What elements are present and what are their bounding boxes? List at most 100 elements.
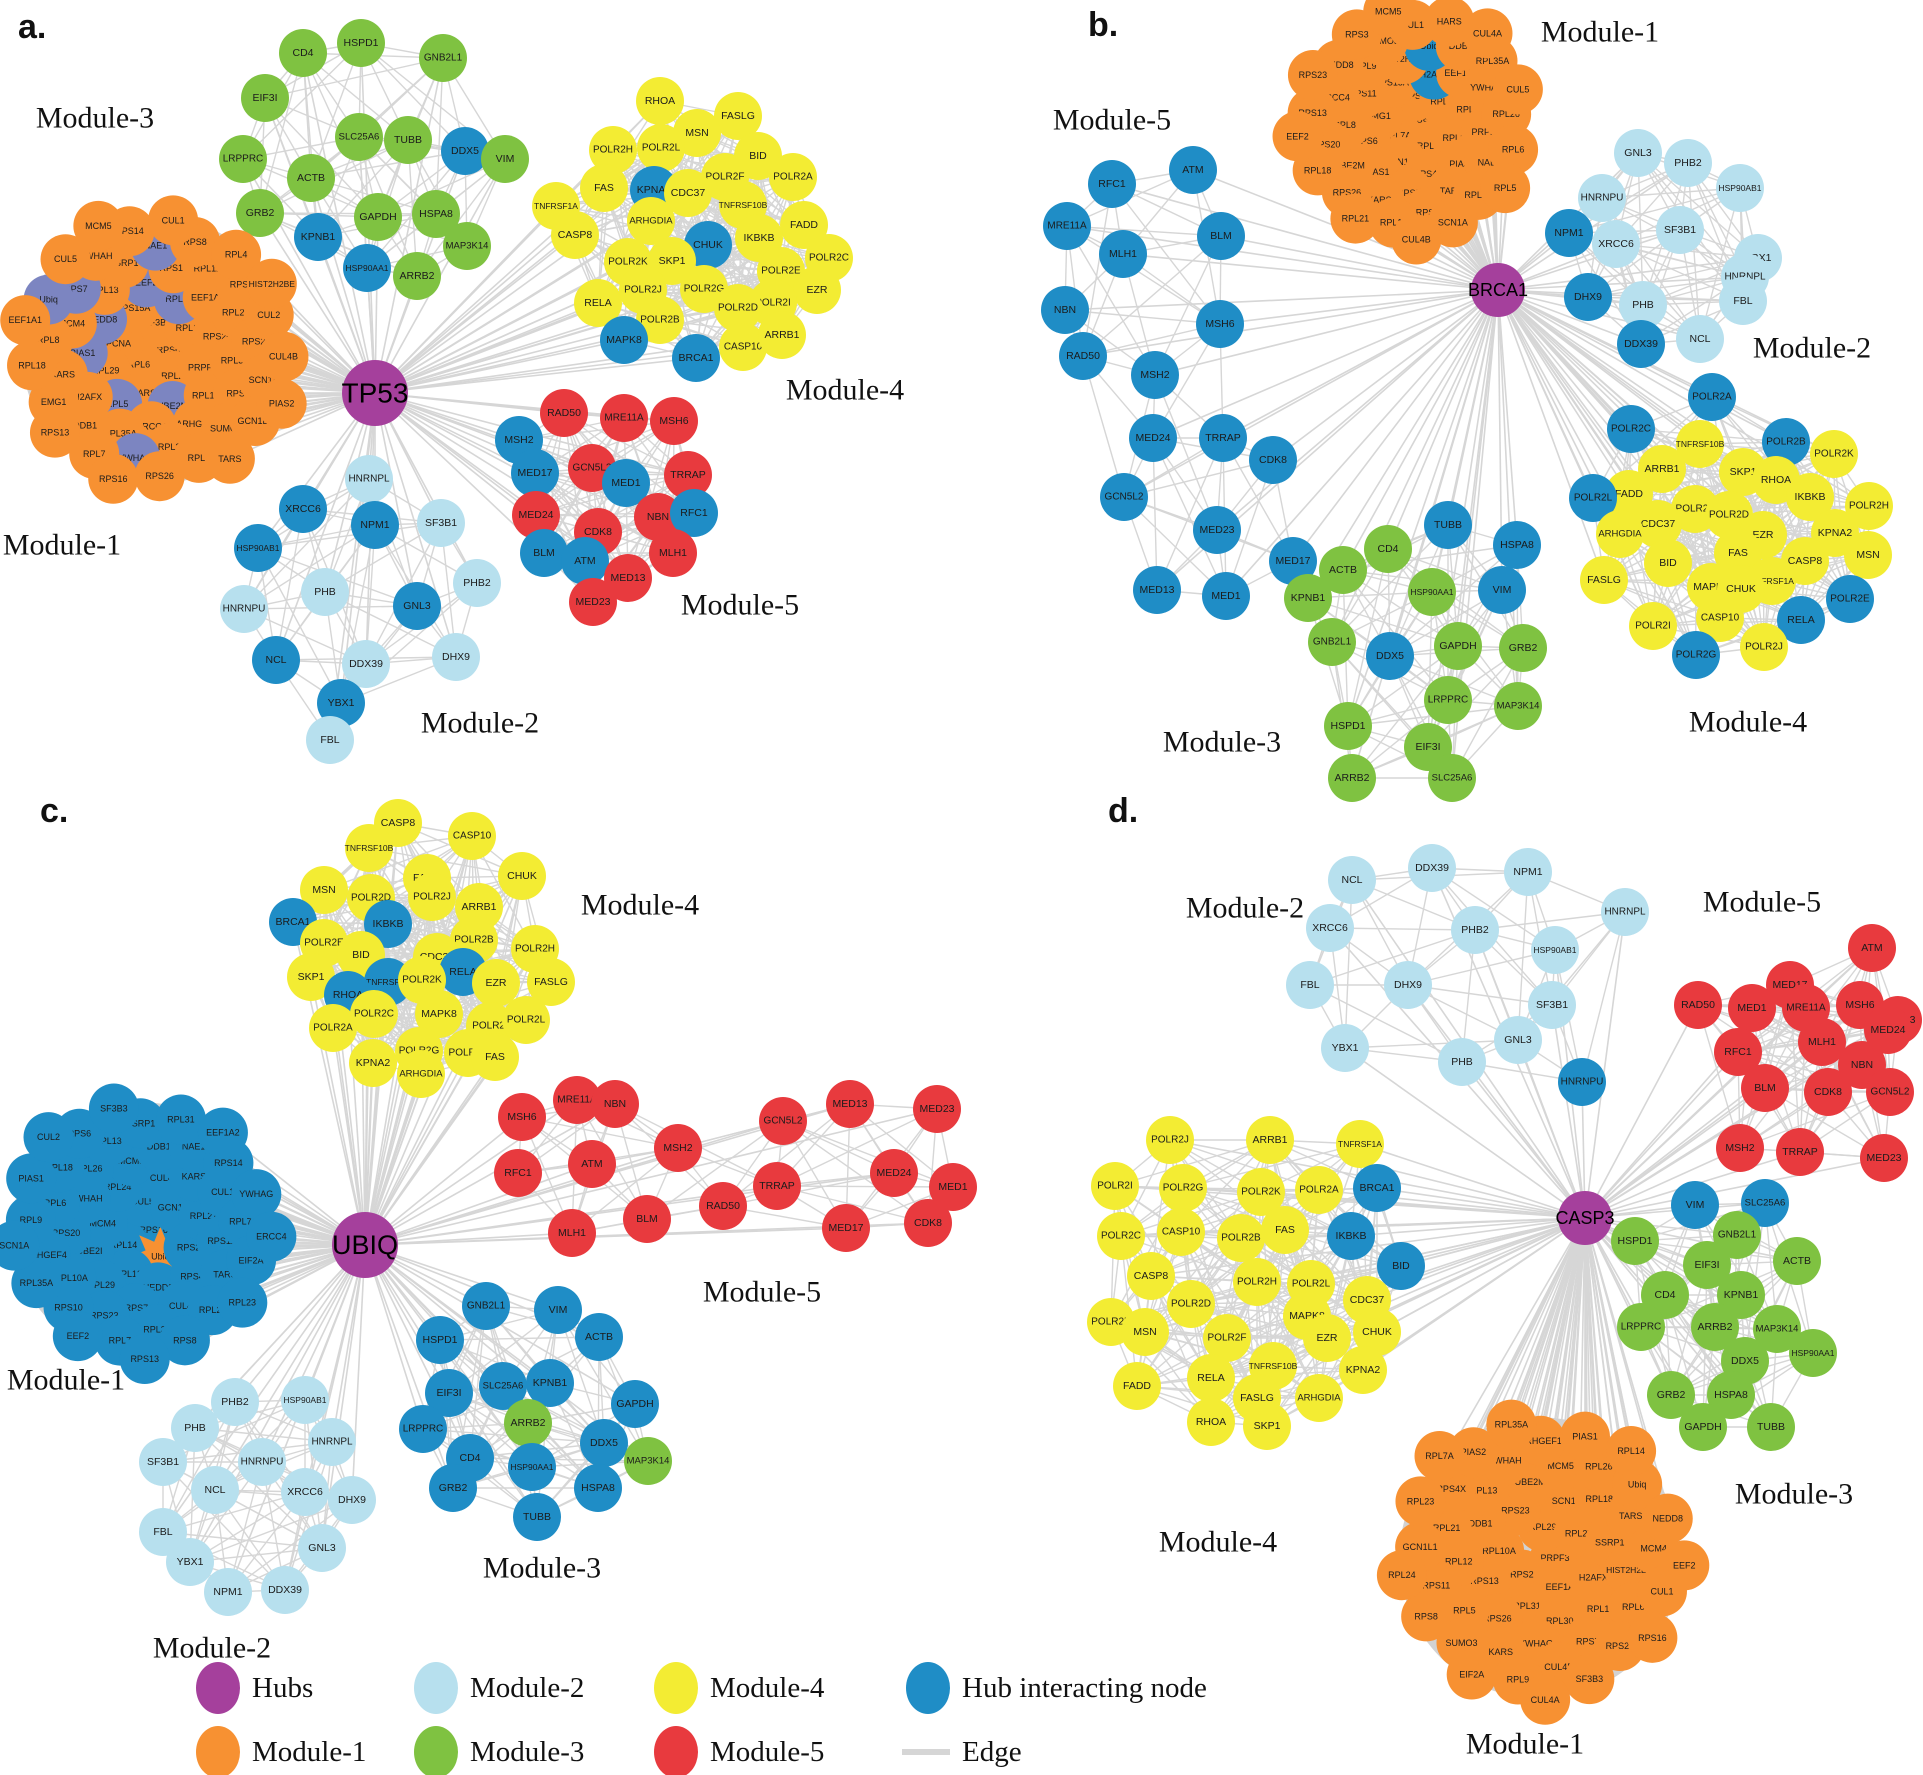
node-TUBB: TUBB [1424,501,1472,549]
node-ARRB2: ARRB2 [1328,754,1376,802]
node-circle [1327,1212,1375,1260]
node-circle [508,1443,556,1491]
node-label: RPS4X [180,1271,210,1281]
node-circle [512,491,560,539]
node-label: POLR2G [684,284,725,295]
node-label: HNRNPU [1561,1077,1604,1088]
node-CASP10: CASP10 [719,323,767,371]
node-CD4: CD4 [1364,525,1412,573]
node-label: EZR [1753,529,1774,541]
node-KPNA2: KPNA2 [349,1039,397,1087]
node-label: POLR2D [718,303,758,314]
node-label: TARS [1440,186,1463,196]
node-label: IKBKB [744,232,775,244]
node-label: HNRNPU [223,604,266,615]
node-circle [1714,1028,1762,1076]
node-label: POLR2E [1830,594,1870,605]
node-POLR2C: POLR2C [1607,405,1655,453]
node-label: RPL14 [110,1240,138,1250]
node-label: BID [1392,1260,1410,1272]
node-circle [1339,1346,1387,1394]
node-label: TNFRSF10B [345,843,394,853]
node-label: SUMO3 [1445,1638,1477,1648]
node-RPL6: RPL6 [1488,124,1539,175]
panel-b: RFC1 ATM MRE11A MLH1 BLM NBN MSH6 RAD50 MSH2 MED2… [1041,0,1893,802]
node-label: TNFRSF10B [1249,1361,1298,1371]
node-label: MCM5 [85,221,112,231]
node-RPL35A: RPL35A [1486,1399,1537,1450]
node-label: MED24 [518,509,553,521]
node-label: MRE11A [557,1095,597,1106]
node-label: MSH6 [1205,318,1234,330]
node-circle [1494,682,1542,730]
node-MED1: MED1 [602,459,650,507]
node-label: RPS6 [157,345,181,355]
node-BLM: BLM [1741,1064,1789,1112]
node-YWHAG: YWHAG [231,1169,282,1220]
node-label: MAP3K14 [627,1456,670,1467]
node-label: RPL23 [229,1298,257,1308]
node-label: PIAS1 [1572,1432,1598,1442]
node-circle [471,1033,519,1081]
node-label: DDB1 [147,1141,171,1151]
node-circle [1810,430,1858,478]
node-circle [1826,575,1874,623]
node-CDK8: CDK8 [904,1199,952,1247]
node-GAPDH: GAPDH [354,193,402,241]
node-label: RPS13 [1298,108,1327,118]
module-label: Module-2 [421,707,539,740]
node-DHX9: DHX9 [432,633,480,681]
node-BID: BID [1644,539,1692,587]
node-circle [345,455,393,503]
node-label: CDK8 [914,1217,942,1229]
node-ACTB: ACTB [287,154,335,202]
node-FBL: FBL [1719,277,1767,325]
node-MSN: MSN [1121,1308,1169,1356]
node-circle [1193,506,1241,554]
node-MED13: MED13 [1133,566,1181,614]
node-label: Ubiq [39,295,58,305]
node-HSP90AB1: HSP90AB1 [234,524,282,572]
node-label: TNFRSF10B [719,200,768,210]
node-circle [1272,111,1323,162]
node-label: POLR2K [402,975,442,986]
node-circle [73,200,124,251]
node-label: CD4 [1377,543,1398,555]
node-label: GAPDH [1439,640,1476,652]
node-POLR2I: POLR2I [1629,602,1677,650]
node-label: PHB2 [1461,924,1489,936]
node-label: CUL2 [37,1132,60,1142]
node-circle [52,1311,103,1362]
node-label: YWHAH [1488,1455,1522,1465]
node-label: Ubiq [151,1252,170,1262]
node-GRB2: GRB2 [429,1464,477,1512]
node-circle [234,524,282,572]
node-label: CD4 [459,1452,480,1464]
node-circle [1169,146,1217,194]
node-circle [1848,924,1896,972]
node-VIM: VIM [1671,1181,1719,1229]
node-POLR2J: POLR2J [408,873,456,921]
module-module-3: GNB2L1 VIM HSPD1 ACTB SLC25A6 KPNB1 EIF3I GAPDH… [399,1282,672,1585]
node-label: RPS26 [1333,187,1362,197]
node-EIF2A: EIF2A [1446,1649,1497,1700]
node-NPM1: NPM1 [1545,209,1593,257]
node-FASLG: FASLG [527,958,575,1006]
node-label: ERCC4 [1319,92,1350,102]
panel-letter: b. [1088,6,1118,44]
node-label: RPS11 [1422,1580,1450,1590]
node-label: BLM [636,1213,658,1225]
node-RPL31: RPL31 [155,1094,206,1145]
node-circle [453,559,501,607]
node-RPS8: RPS8 [159,1315,210,1366]
node-FADD: FADD [1605,470,1653,518]
node-HNRNPU: HNRNPU [238,1438,286,1486]
module-label: Module-3 [483,1552,601,1585]
hub-TP53: TP53 [342,360,408,426]
node-LRPPRC: LRPPRC [219,135,267,183]
node-RPL5: RPL5 [1480,163,1531,214]
node-label: RPL26 [1585,1461,1613,1471]
panel-c: CASP8CASP10TNFRSF10BCHUKMSNFADDPOLR2JARR… [0,792,977,1665]
node-circle [1656,206,1704,254]
